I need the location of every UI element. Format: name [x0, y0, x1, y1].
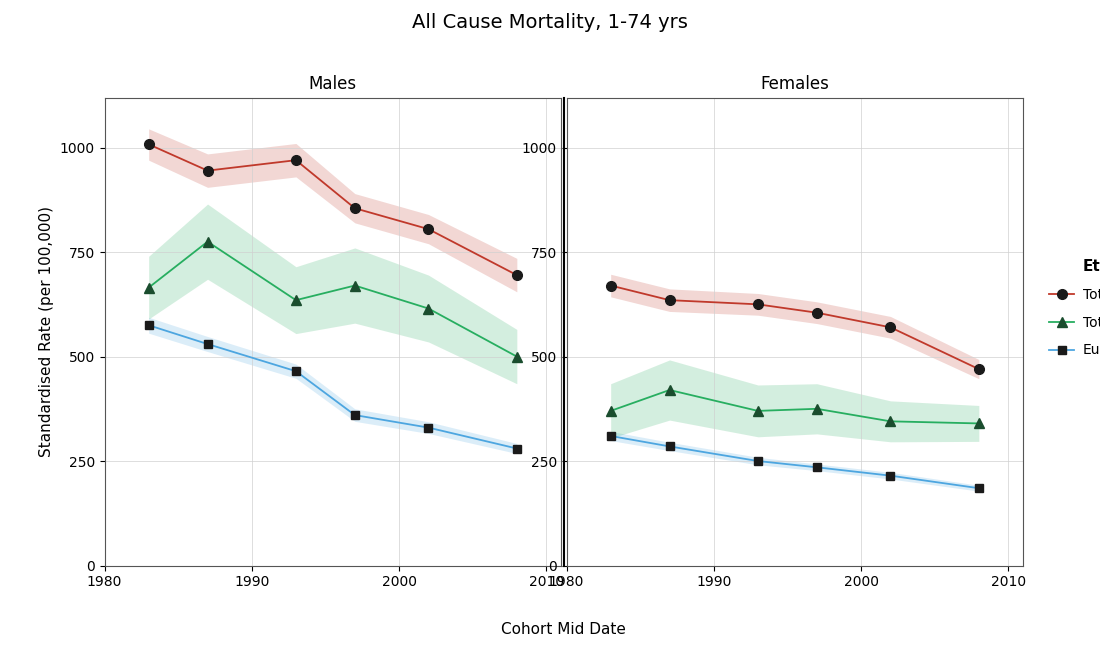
Y-axis label: Standardised Rate (per 100,000): Standardised Rate (per 100,000): [40, 206, 54, 457]
Title: Females: Females: [760, 75, 829, 93]
Text: Cohort Mid Date: Cohort Mid Date: [502, 622, 626, 637]
Text: All Cause Mortality, 1-74 yrs: All Cause Mortality, 1-74 yrs: [412, 13, 688, 32]
Legend: Total NZ Maori, Total Pacific, European/Other: Total NZ Maori, Total Pacific, European/…: [1044, 254, 1100, 363]
Title: Males: Males: [309, 75, 356, 93]
